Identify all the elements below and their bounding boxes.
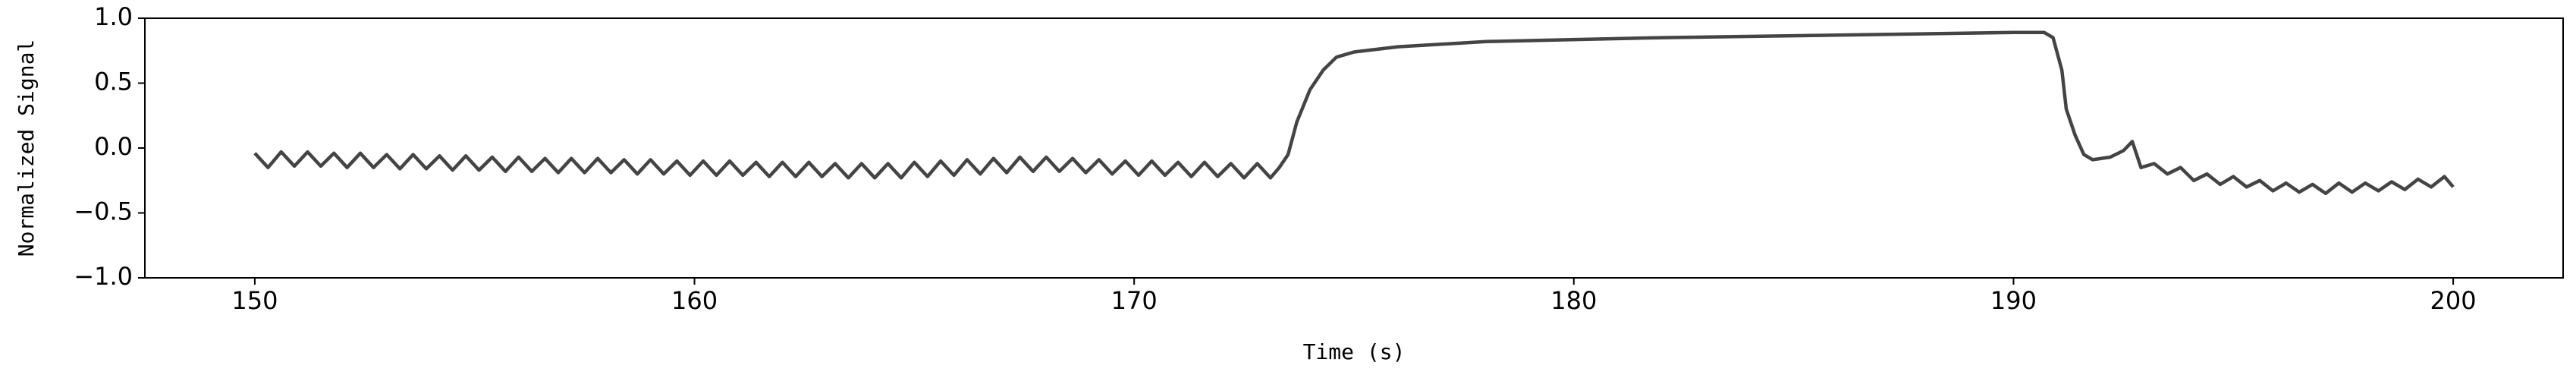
x-tick-label: 160: [671, 286, 718, 315]
x-tick-label: 200: [2430, 286, 2477, 315]
x-tick-label: 180: [1550, 286, 1597, 315]
plot-frame: [144, 17, 2564, 279]
y-tick-label: −1.0: [74, 262, 133, 291]
y-axis-label: Normalized Signal: [14, 39, 39, 257]
x-tick-label: 190: [1990, 286, 2037, 315]
y-tick-label: 1.0: [94, 2, 133, 31]
x-axis-label: Time (s): [1303, 339, 1406, 364]
y-tick-label: 0.0: [94, 132, 133, 161]
data-line: [253, 30, 2455, 196]
x-tick-label: 150: [231, 286, 278, 315]
y-tick-label: −0.5: [74, 197, 133, 226]
y-tick-label: 0.5: [94, 68, 133, 96]
x-tick-label: 170: [1111, 286, 1158, 315]
